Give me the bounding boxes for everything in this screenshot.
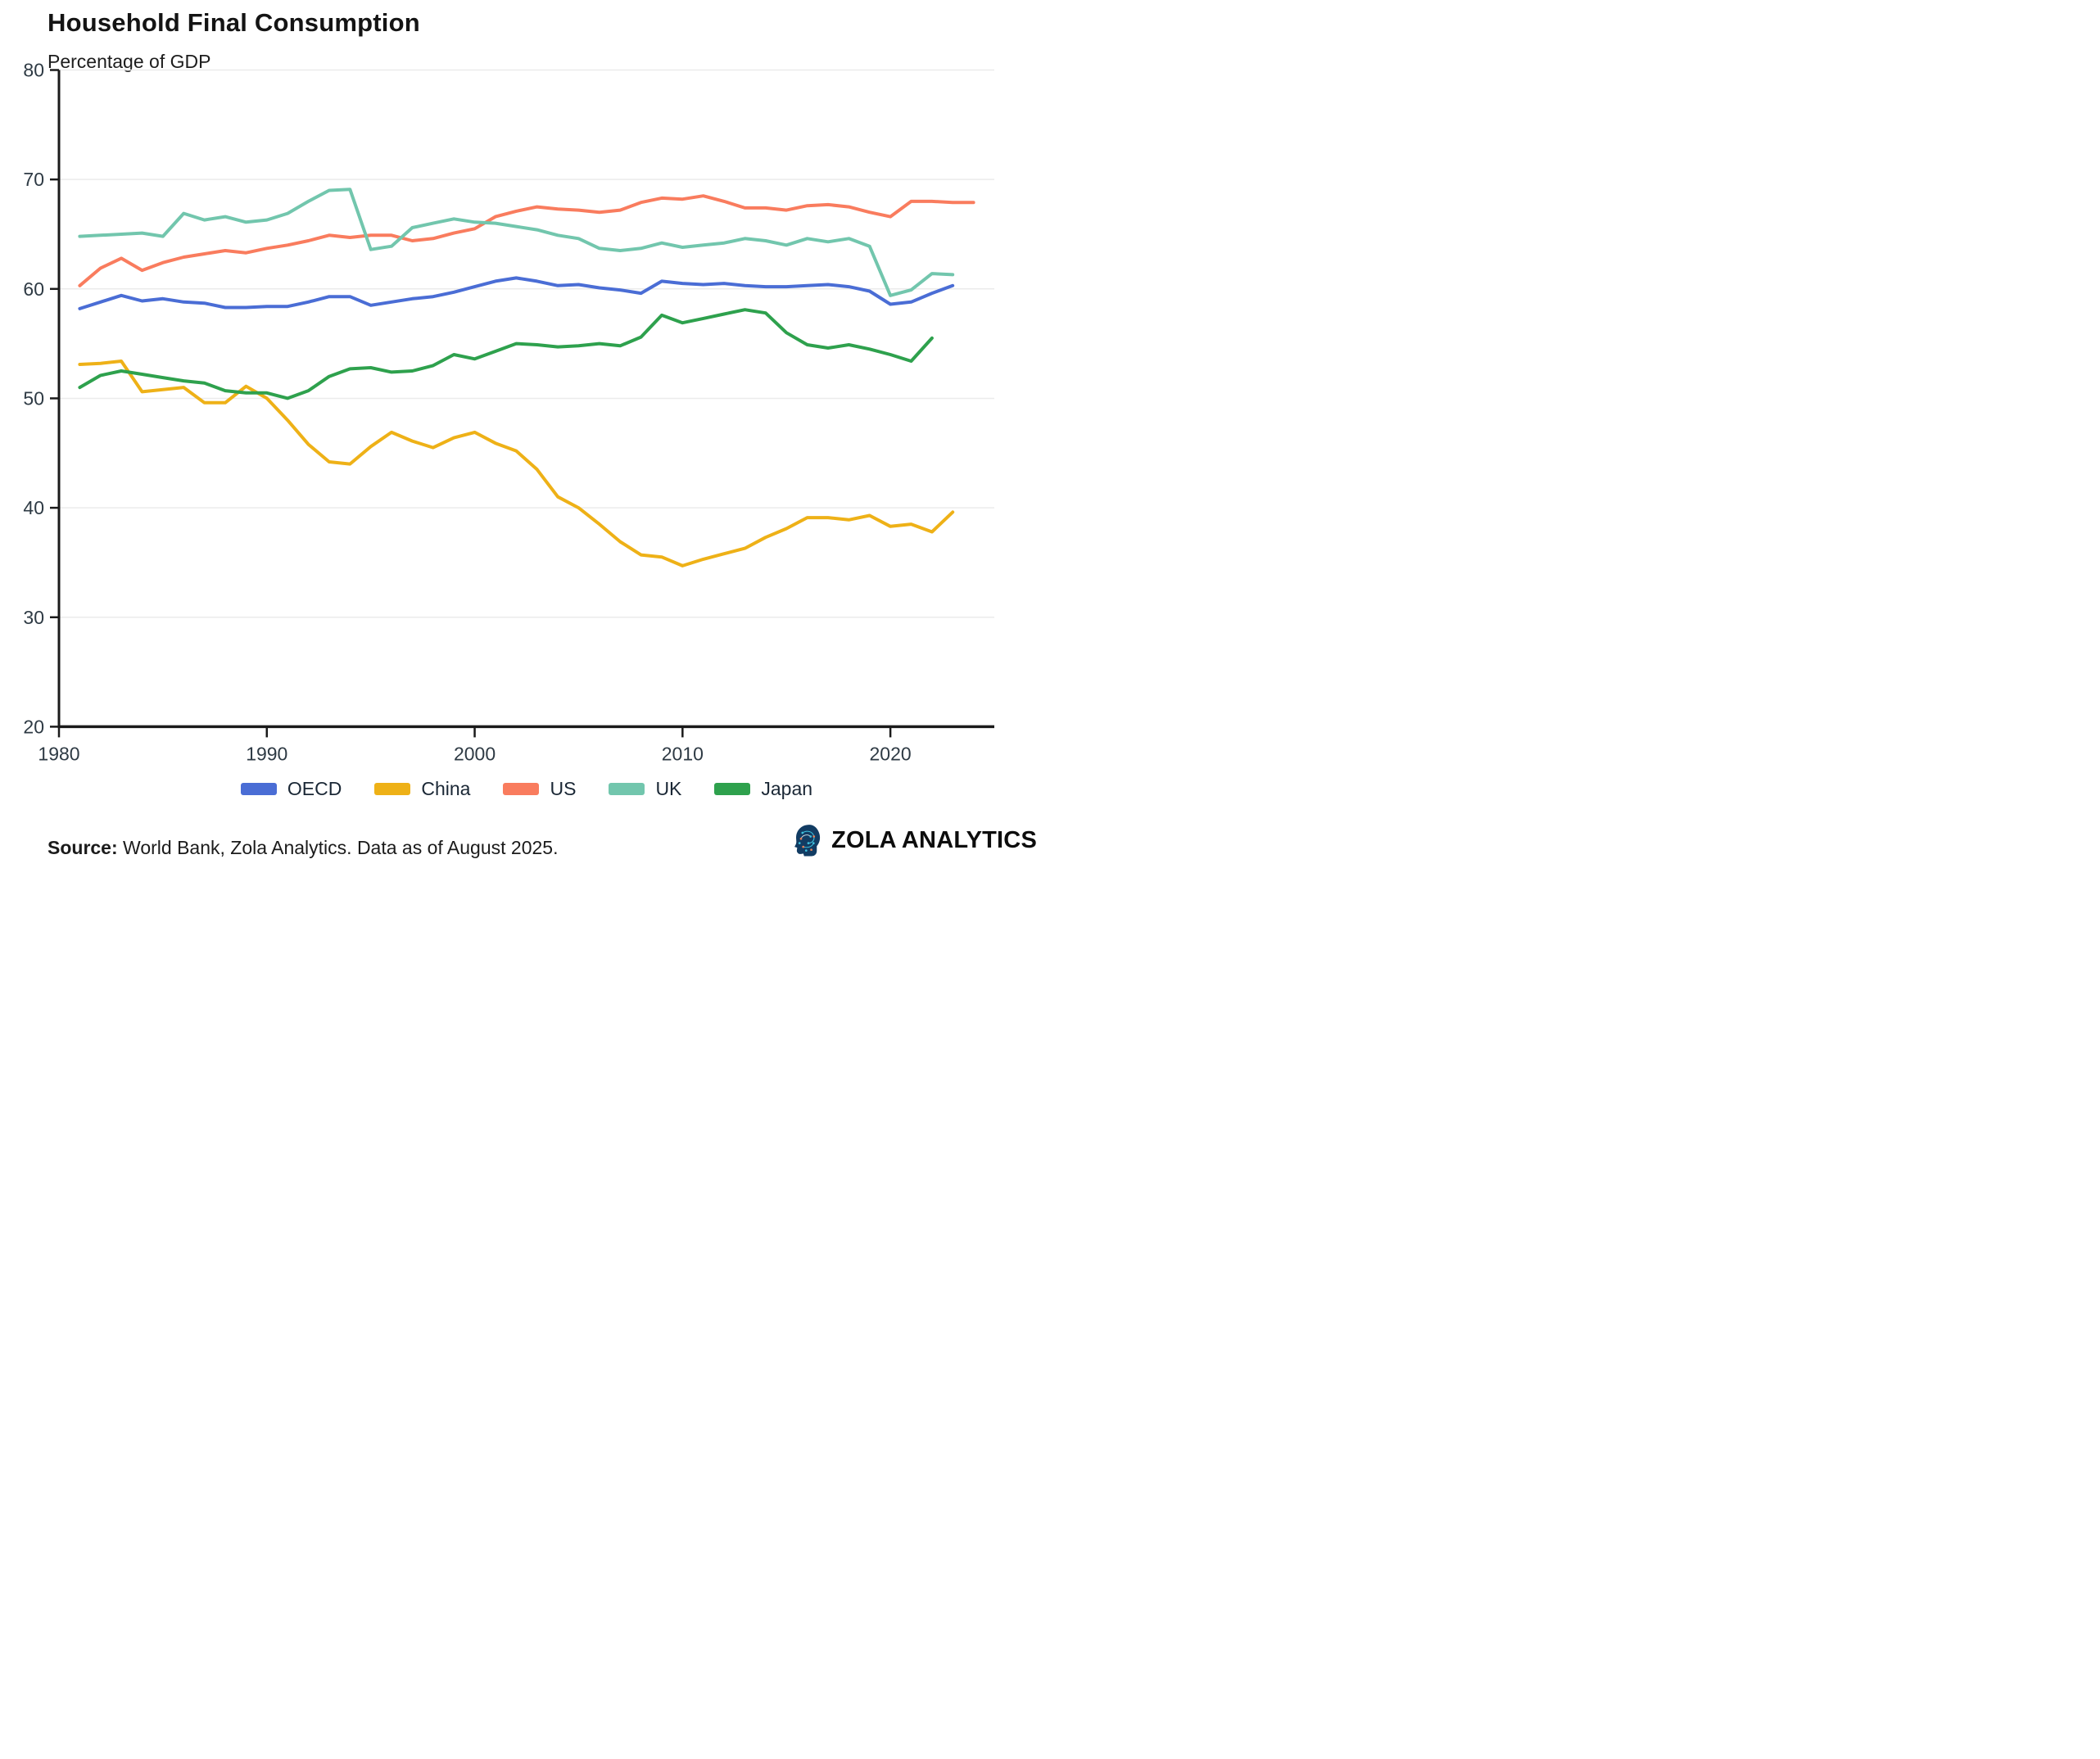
legend-label-us: US (550, 778, 577, 799)
circuit-node (810, 848, 813, 852)
chart-title: Household Final Consumption (48, 8, 420, 37)
line-chart-canvas: 20 30 40 50 60 70 80 1980 1990 2000 2010 2020 (23, 60, 994, 764)
x-tick-label: 2000 (454, 743, 496, 764)
line-chart: 20 30 40 50 60 70 80 1980 1990 2000 2010 2020 (0, 0, 1050, 776)
x-tick-label: 2010 (662, 743, 704, 764)
head-silhouette (794, 825, 821, 857)
brand-lockup: ZOLA ANALYTICS (794, 824, 1037, 857)
legend-item-uk: UK (609, 778, 681, 800)
chart-legend: OECD China US UK Japan (59, 778, 994, 800)
brand-name: ZOLA ANALYTICS (831, 826, 1037, 853)
circuit-head-logo-icon (794, 825, 821, 857)
legend-label-china: China (421, 778, 471, 799)
chart-page: Household Final Consumption Percentage o… (0, 0, 1050, 880)
y-tick-label: 60 (23, 278, 44, 300)
y-tick-label: 20 (23, 716, 44, 737)
source-label: Source: (48, 837, 118, 858)
legend-label-oecd: OECD (287, 778, 342, 799)
source-text: World Bank, Zola Analytics. Data as of A… (117, 837, 559, 858)
chart-subtitle: Percentage of GDP (48, 51, 211, 72)
legend-item-japan: Japan (714, 778, 812, 800)
source-note: Source: World Bank, Zola Analytics. Data… (48, 837, 558, 859)
legend-item-oecd: OECD (240, 778, 342, 800)
circuit-node (798, 842, 801, 844)
y-tick-label: 80 (23, 60, 44, 81)
legend-swatch-oecd (240, 783, 277, 795)
legend-swatch-uk (609, 783, 645, 795)
series-line-oecd (78, 276, 955, 310)
y-tick-label: 30 (23, 607, 44, 628)
series-line-china (78, 359, 955, 567)
x-tick-label: 1980 (38, 743, 79, 764)
x-tick-label: 1990 (246, 743, 287, 764)
x-tick-label: 2020 (870, 743, 912, 764)
legend-swatch-china (374, 783, 411, 795)
legend-label-uk: UK (655, 778, 682, 799)
legend-swatch-us (503, 783, 540, 795)
legend-item-china: China (374, 778, 470, 800)
x-axis-ticks: 1980 1990 2000 2010 2020 (38, 726, 912, 764)
circuit-node (801, 831, 804, 834)
circuit-node (805, 849, 808, 852)
legend-swatch-japan (714, 783, 751, 795)
series-line-japan (78, 308, 934, 400)
y-tick-label: 50 (23, 387, 44, 409)
series-line-us (78, 194, 975, 287)
series-line-uk (78, 188, 955, 297)
circuit-node (807, 842, 810, 844)
legend-item-us: US (503, 778, 576, 800)
circuit-node (812, 835, 816, 838)
circuit-node (799, 837, 803, 840)
circuit-node (802, 845, 805, 848)
circuit-node (812, 842, 815, 844)
legend-label-japan: Japan (761, 778, 813, 799)
circuit-node (809, 835, 812, 838)
y-tick-label: 40 (23, 497, 44, 518)
y-tick-label: 70 (23, 169, 44, 190)
gridlines (59, 69, 994, 618)
y-axis-ticks: 20 30 40 50 60 70 80 (23, 60, 59, 737)
